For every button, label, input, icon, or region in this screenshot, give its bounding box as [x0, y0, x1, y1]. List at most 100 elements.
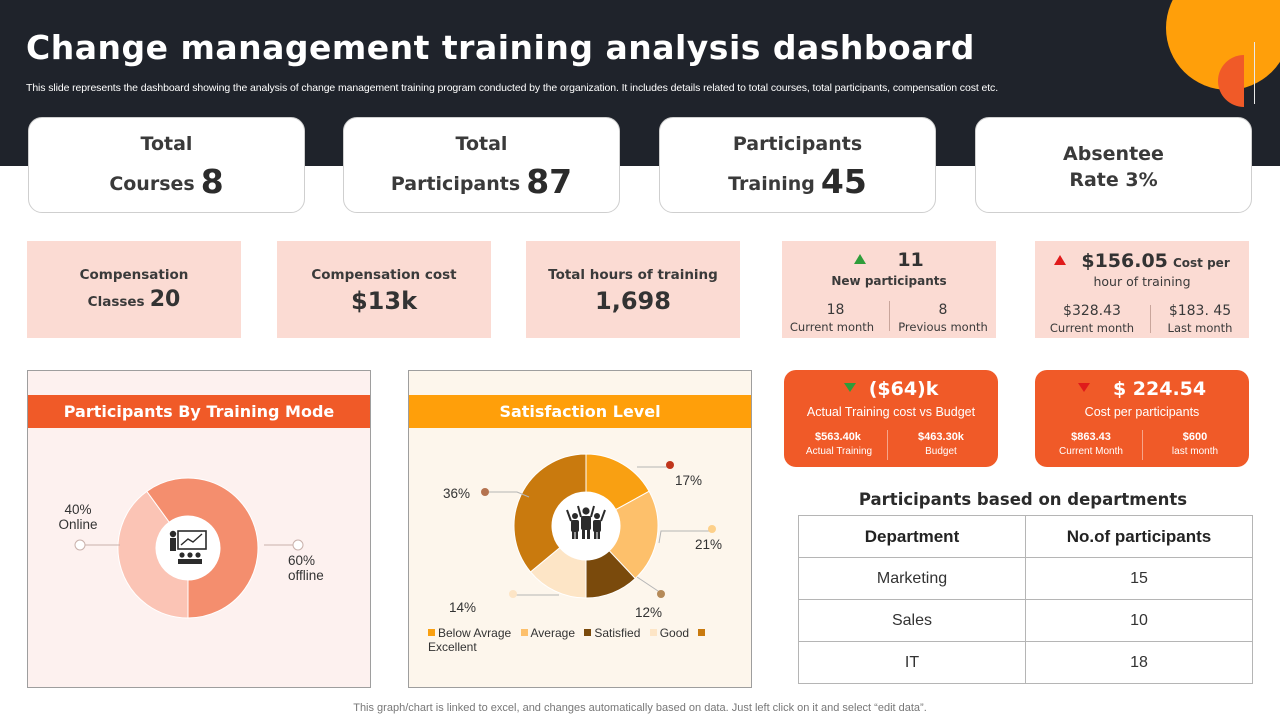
- card-line: ($64)k: [784, 378, 998, 400]
- leader-line: [637, 464, 671, 468]
- slice-label: 12%: [635, 605, 663, 620]
- slice-label-online: 40% Online: [52, 502, 104, 532]
- kpi-line: Courses 8: [29, 162, 304, 201]
- center-circle: [156, 516, 220, 580]
- donut-slices: [117, 477, 259, 619]
- divider: [887, 430, 888, 460]
- stat-label: hour of training: [1093, 274, 1191, 289]
- stat-value: 11: [897, 249, 924, 271]
- page-title: Change management training analysis dash…: [26, 28, 975, 67]
- kpi-label: Total: [140, 133, 193, 155]
- stat-line: Classes 20: [27, 287, 241, 312]
- legend-item: Excellent: [428, 640, 477, 654]
- left-label: Current Month: [1059, 446, 1123, 457]
- chart-panel-satisfaction: Satisfaction Level: [408, 370, 752, 688]
- legend-swatch: [584, 629, 592, 636]
- legend-item: Average: [530, 626, 575, 640]
- kpi-label: Rate 3%: [1069, 169, 1158, 191]
- page-subtitle: This slide represents the dashboard show…: [26, 82, 999, 94]
- departments-title: Participants based on departments: [858, 490, 1188, 509]
- card-desc: Cost per participants: [1084, 405, 1200, 419]
- card-line: $ 224.54: [1035, 378, 1249, 400]
- participant-count: 15: [1025, 557, 1253, 600]
- leader-line: [487, 491, 530, 498]
- stat-value: 20: [149, 287, 181, 312]
- triangle-up-red-icon: [1054, 255, 1067, 265]
- table-row: Marketing 15: [798, 557, 1253, 600]
- kpi-label: Participants: [390, 173, 521, 195]
- stat-label: Compensation: [79, 267, 189, 283]
- card-value: $ 224.54: [1112, 378, 1207, 400]
- stat-label: Cost per: [1172, 256, 1230, 270]
- department-name: Marketing: [798, 557, 1026, 600]
- kpi-label: Participants: [732, 133, 863, 155]
- right-value: $463.30k: [918, 431, 964, 443]
- stat-value: 1,698: [595, 287, 671, 315]
- legend-swatch: [520, 629, 528, 636]
- current-value: $328.43: [1063, 303, 1121, 319]
- department-name: IT: [798, 641, 1026, 684]
- decorative-line: [1254, 42, 1255, 104]
- slice-category: offline: [288, 568, 324, 583]
- kpi-value: 8: [200, 162, 224, 201]
- column-header: Department: [798, 515, 1026, 558]
- satisfaction-chart: [481, 453, 716, 599]
- leader-dot: [657, 590, 665, 598]
- stat-label: Total hours of training: [548, 267, 718, 283]
- left-label: Actual Training: [805, 446, 873, 457]
- chart-title: Participants By Training Mode: [28, 395, 370, 428]
- card-actual-vs-budget: ($64)k Actual Training cost vs Budget $5…: [784, 370, 998, 467]
- triangle-down-green-icon: [843, 383, 856, 392]
- table-header-row: Department No.of participants: [798, 515, 1253, 558]
- left-value: $563.40k: [815, 431, 861, 443]
- presentation-audience-icon: [169, 530, 207, 564]
- last-label: Last month: [1167, 321, 1233, 335]
- participant-count: 18: [1025, 641, 1253, 684]
- column-header: No.of participants: [1025, 515, 1253, 558]
- slice-category: Online: [58, 517, 98, 532]
- card-cost-per-participant: $ 224.54 Cost per participants $863.43 C…: [1035, 370, 1249, 467]
- kpi-line: Participants 87: [344, 162, 619, 201]
- footnote: This graph/chart is linked to excel, and…: [353, 702, 927, 714]
- current-label: Current month: [789, 320, 875, 334]
- right-label: Budget: [925, 446, 957, 457]
- triangle-up-green-icon: [854, 254, 867, 264]
- stat-label: Classes: [87, 294, 145, 310]
- legend-swatch: [649, 629, 657, 636]
- stat-label: New participants: [831, 274, 947, 288]
- stat-line: $156.05 Cost per: [1035, 250, 1249, 272]
- kpi-total-participants[interactable]: Total Participants 87: [343, 117, 620, 213]
- stat-total-hours: Total hours of training 1,698: [526, 241, 740, 338]
- stat-new-participants: 11 New participants 18 Current month 8 P…: [782, 241, 996, 338]
- kpi-participants-training[interactable]: Participants Training 45: [659, 117, 936, 213]
- chart-title: Satisfaction Level: [409, 395, 751, 428]
- divider: [1142, 430, 1143, 460]
- leader-dot: [708, 525, 716, 533]
- legend-swatch: [428, 629, 435, 636]
- legend-item: Good: [659, 626, 690, 640]
- card-desc: Actual Training cost vs Budget: [806, 405, 976, 419]
- current-value: 18: [826, 302, 845, 318]
- kpi-line: Training 45: [660, 162, 935, 201]
- leader-dot: [509, 590, 517, 598]
- stat-value: $13k: [350, 287, 418, 315]
- department-name: Sales: [798, 599, 1026, 642]
- slice-label: 14%: [449, 600, 477, 615]
- triangle-down-red-icon: [1077, 383, 1090, 392]
- right-value: $600: [1182, 431, 1208, 443]
- leader-dot: [481, 488, 489, 496]
- donut-slices: [513, 453, 659, 599]
- slice-label: 21%: [695, 537, 723, 552]
- card-value: ($64)k: [868, 378, 939, 400]
- right-label: last month: [1171, 446, 1219, 457]
- legend-swatch: [698, 629, 706, 636]
- leader-line: [636, 576, 662, 594]
- slice-label: 17%: [675, 473, 703, 488]
- kpi-total-courses[interactable]: Total Courses 8: [28, 117, 305, 213]
- slice-percent: 40%: [64, 502, 92, 517]
- leader-dot: [292, 539, 304, 551]
- legend-item: Below Avrage: [438, 626, 512, 640]
- kpi-label: Absentee: [1063, 143, 1164, 165]
- kpi-absentee-rate[interactable]: Absentee Rate 3%: [975, 117, 1252, 213]
- divider: [889, 301, 890, 331]
